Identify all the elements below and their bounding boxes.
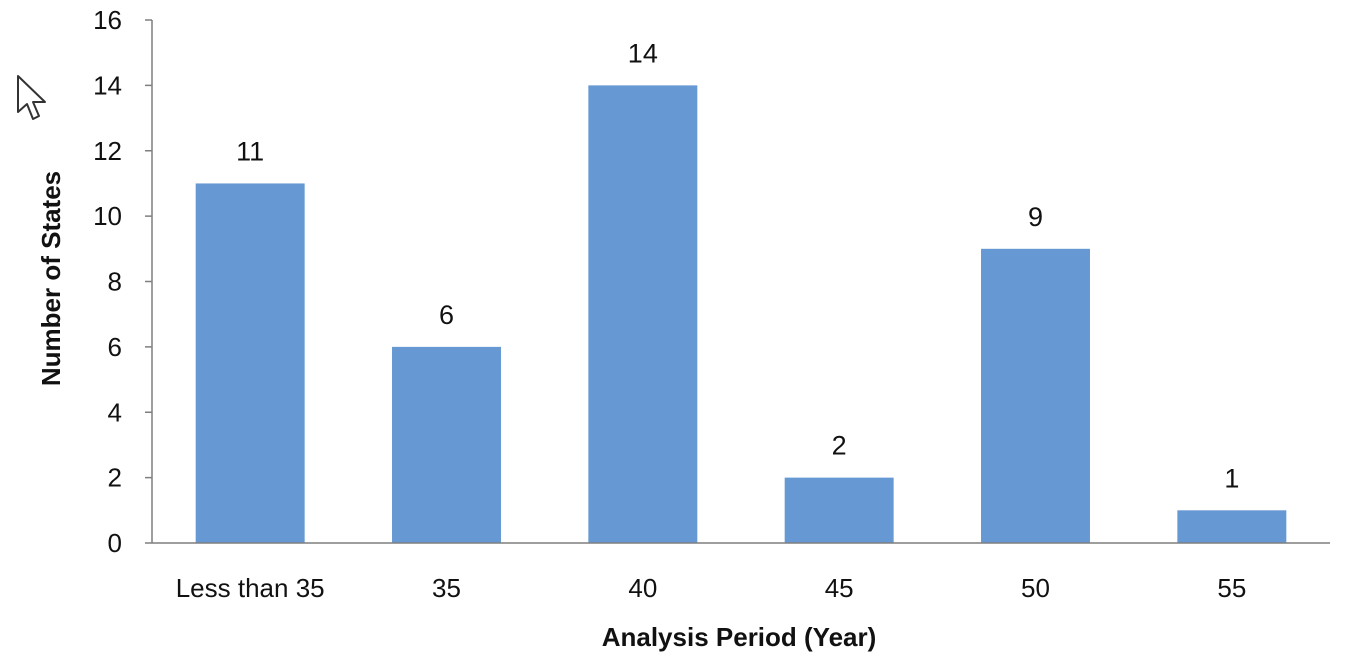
x-tick-label: 55 — [1217, 573, 1246, 603]
bar-value-label: 6 — [439, 300, 454, 330]
bar — [981, 248, 1090, 543]
x-axis-tick-labels: Less than 35 35 40 45 50 55 — [176, 573, 1247, 603]
x-tick-label: Less than 35 — [176, 573, 325, 603]
bar — [195, 183, 305, 543]
bar-value-label: 2 — [832, 431, 847, 461]
mouse-pointer-arrow-icon — [17, 75, 46, 120]
y-tick-label: 16 — [93, 5, 122, 35]
y-tick-label: 8 — [108, 267, 122, 297]
bar — [588, 85, 698, 543]
y-tick-label: 4 — [108, 397, 122, 427]
bar-value-label: 9 — [1028, 202, 1043, 232]
bar — [1177, 510, 1287, 543]
bar-value-label: 11 — [236, 136, 264, 166]
y-tick-label: 14 — [93, 70, 122, 100]
data-labels: 11 6 14 2 9 1 — [236, 38, 1239, 493]
y-axis-title: Number of States — [36, 171, 66, 386]
bar-value-label: 1 — [1224, 463, 1239, 493]
x-tick-label: 50 — [1021, 573, 1050, 603]
y-tick-label: 2 — [108, 463, 122, 493]
y-tick-label: 10 — [93, 201, 122, 231]
x-tick-label: 35 — [432, 573, 461, 603]
y-tick-label: 6 — [108, 332, 122, 362]
bar — [392, 346, 501, 543]
bar-value-label: 14 — [628, 38, 658, 68]
y-axis-ticks: 0 2 4 6 8 10 12 14 16 — [93, 5, 152, 558]
x-axis-title: Analysis Period (Year) — [602, 622, 877, 652]
x-tick-label: 40 — [628, 573, 657, 603]
y-tick-label: 0 — [108, 528, 122, 558]
bar — [784, 477, 894, 543]
bars — [195, 85, 1287, 543]
x-tick-label: 45 — [825, 573, 854, 603]
y-tick-label: 12 — [93, 136, 122, 166]
